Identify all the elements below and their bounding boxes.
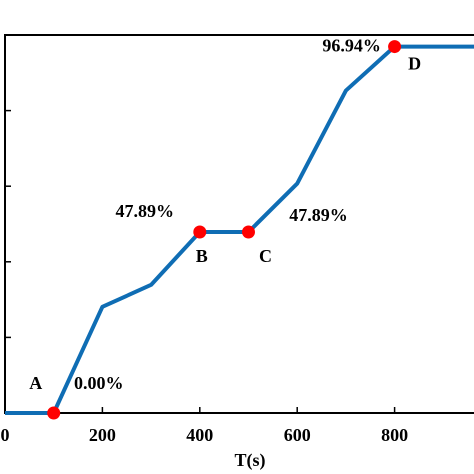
x-tick-label: 400: [186, 425, 213, 445]
point-label: C: [259, 246, 272, 266]
point-label: D: [408, 54, 421, 74]
x-tick-label: 200: [89, 425, 116, 445]
value-label: 47.89%: [116, 201, 175, 221]
value-label: 96.94%: [322, 36, 381, 56]
x-axis-label: T(s): [235, 450, 266, 471]
data-line: [5, 44, 474, 415]
x-tick-label: 800: [381, 425, 408, 445]
point-marker: [193, 225, 207, 239]
point-marker: [47, 406, 61, 420]
x-tick-label: 0: [1, 425, 10, 445]
point-label: A: [29, 373, 42, 393]
value-label: 47.89%: [289, 205, 348, 225]
point-marker: [242, 225, 255, 239]
value-label: 0.00%: [74, 373, 124, 393]
point-marker: [388, 40, 402, 54]
point-label: B: [196, 246, 208, 266]
x-tick-label: 600: [284, 425, 311, 445]
plot-frame: [4, 34, 474, 414]
